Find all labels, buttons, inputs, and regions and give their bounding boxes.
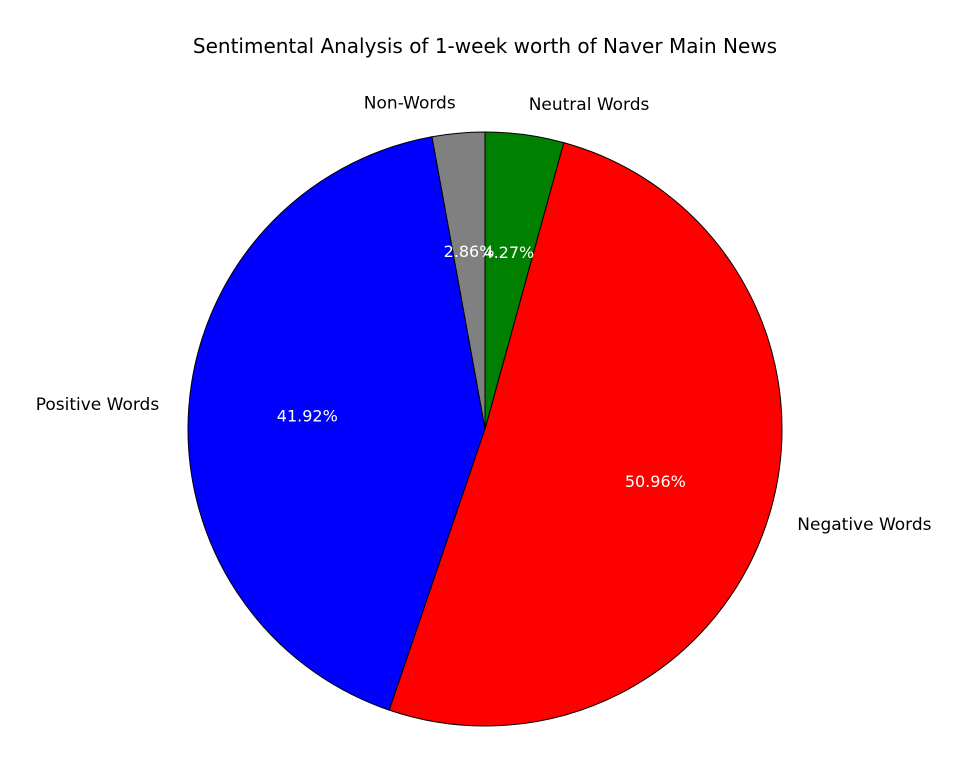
pct-label-positive-words: 41.92%	[277, 406, 338, 425]
slice-label-neutral-words: Neutral Words	[529, 95, 650, 115]
pie-slice-negative-words	[388, 142, 783, 727]
pct-label-neutral-words: 4.27%	[483, 243, 534, 262]
slice-label-non-words: Non-Words	[364, 94, 456, 114]
pie-slice-positive-words	[187, 136, 486, 711]
pct-label-negative-words: 50.96%	[625, 472, 686, 491]
slice-label-positive-words: Positive Words	[36, 395, 160, 415]
slice-labels: Non-Words Positive Words Negative Words Neu…	[36, 94, 932, 535]
chart-title: Sentimental Analysis of 1-week worth of …	[193, 34, 777, 58]
pie-slices	[187, 131, 783, 727]
pct-label-non-words: 2.86%	[444, 242, 495, 261]
slice-label-negative-words: Negative Words	[797, 515, 931, 535]
pie-slice-neutral-words	[484, 131, 565, 430]
percentage-labels: 2.86% 41.92% 50.96% 4.27%	[277, 242, 686, 491]
